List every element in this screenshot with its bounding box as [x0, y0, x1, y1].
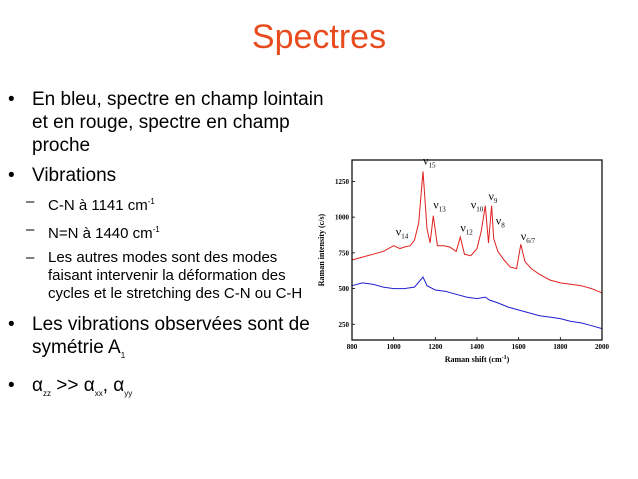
bullet-item-polarizability: • αzz >> αxx, αyy: [8, 374, 328, 405]
subscript-zz: zz: [42, 388, 51, 398]
bullet-marker: •: [8, 374, 15, 396]
dash-marker: –: [26, 221, 35, 238]
sub-bullet-text: C-N à 1141 cm: [48, 197, 148, 214]
y-tick-label: 1250: [335, 178, 350, 186]
plot-frame: [351, 159, 603, 341]
sub-bullet-other-modes: – Les autres modes sont des modes faisan…: [8, 249, 303, 303]
y-tick-label: 750: [339, 249, 350, 257]
slide-title: Spectres: [251, 18, 387, 56]
x-tick-label: 1000: [387, 343, 402, 351]
peak-annotation: ν14: [396, 225, 409, 241]
peak-annotation: ν13: [433, 198, 446, 214]
superscript: -1: [152, 225, 160, 234]
bullet-marker: •: [8, 89, 15, 110]
bullet-item-spectra: • En bleu, spectre en champ lointain et …: [8, 88, 328, 157]
comma-text: ,: [102, 374, 114, 396]
gt-text: >>: [50, 374, 84, 396]
dash-marker: –: [26, 249, 35, 266]
bullet-marker: •: [8, 314, 15, 335]
bullet-item-symmetry: • Les vibrations observées sont de symét…: [8, 313, 328, 367]
x-tick-label: 1800: [553, 343, 568, 351]
y-tick-label: 250: [339, 321, 350, 329]
peak-annotation: ν12: [460, 220, 473, 236]
sub-bullet-nn: – N=N à 1440 cm-1: [8, 221, 328, 243]
sub-bullet-text: N=N à 1440 cm: [48, 225, 153, 242]
alpha-symbol: α: [113, 374, 125, 396]
subscript-xx: xx: [94, 388, 103, 398]
x-tick-label: 2000: [595, 343, 610, 351]
alpha-symbol: α: [32, 374, 43, 396]
bullet-list: • En bleu, spectre en champ lointain et …: [8, 88, 328, 412]
bullet-marker: •: [8, 165, 15, 186]
peak-annotation: ν15: [423, 153, 436, 169]
y-tick-label: 500: [339, 285, 350, 293]
bullet-text: Les vibrations observées sont de symétri…: [32, 314, 310, 358]
bullet-item-vibrations: • Vibrations: [8, 164, 328, 187]
x-axis-label: Raman shift (cm-1): [445, 355, 510, 364]
x-tick-label: 1400: [470, 343, 485, 351]
peak-annotation: ν6/7: [521, 229, 536, 245]
x-tick-label: 800: [347, 343, 358, 351]
bullet-text: Vibrations: [32, 165, 117, 186]
series-line-0: [351, 171, 603, 294]
sub-bullet-cn: – C-N à 1141 cm-1: [8, 193, 328, 215]
x-tick-label: 1600: [512, 343, 527, 351]
subscript-yy: yy: [124, 388, 133, 398]
subscript: 1: [120, 350, 126, 360]
dash-marker: –: [26, 193, 35, 210]
series-line-1: [351, 276, 603, 330]
raman-spectrum-chart: 800 1000 1200 1400 1600 1800 2000 250 500 750 1000…: [317, 153, 610, 364]
peak-annotation: ν8: [496, 213, 505, 229]
peak-annotation: ν9: [488, 189, 497, 205]
y-tick-label: 1000: [335, 214, 350, 222]
x-tick-label: 1200: [428, 343, 443, 351]
bullet-text: En bleu, spectre en champ lointain et en…: [32, 89, 324, 156]
alpha-symbol: α: [83, 374, 95, 396]
superscript: -1: [147, 197, 155, 206]
sub-bullet-text: Les autres modes sont des modes faisant …: [48, 249, 303, 302]
y-axis-label: Raman intensity (c/s): [317, 213, 326, 286]
peak-annotation: ν10: [471, 198, 484, 214]
